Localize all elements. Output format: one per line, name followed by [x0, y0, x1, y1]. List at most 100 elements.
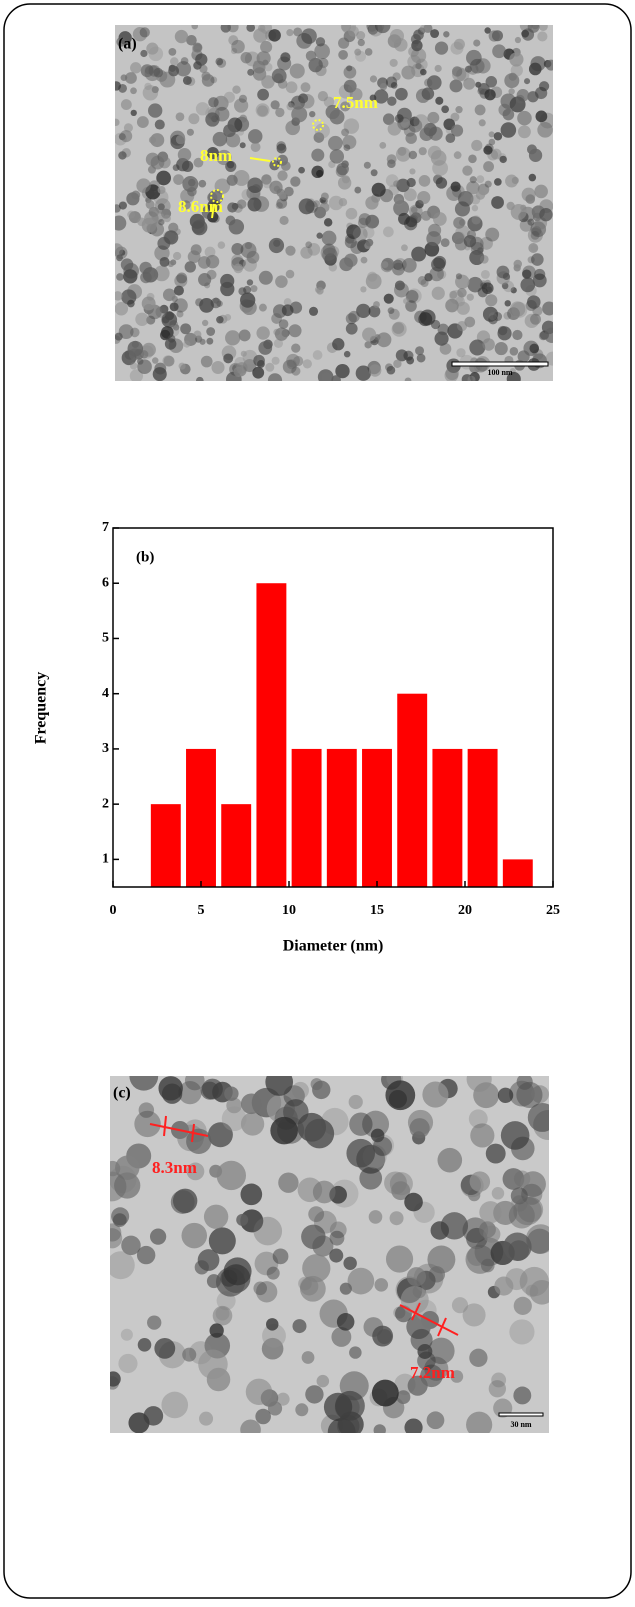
- particle: [110, 1171, 127, 1202]
- particle: [227, 25, 239, 33]
- particle: [488, 30, 500, 42]
- particle: [530, 313, 542, 325]
- particle: [491, 196, 504, 209]
- particle: [276, 197, 288, 209]
- particle: [364, 341, 372, 349]
- particle: [363, 1317, 384, 1337]
- particle: [233, 98, 249, 113]
- particle: [413, 29, 424, 41]
- particle: [252, 67, 267, 81]
- particle: [323, 96, 335, 108]
- particle: [282, 359, 297, 374]
- particle: [299, 1275, 326, 1302]
- particle: [140, 49, 148, 58]
- particle: [467, 63, 479, 75]
- particle: [496, 265, 510, 279]
- particle: [437, 1147, 463, 1173]
- arrow: [249, 157, 271, 162]
- particle: [115, 243, 124, 257]
- particle: [186, 34, 197, 46]
- particle: [415, 62, 422, 70]
- particle: [236, 199, 247, 209]
- particle: [283, 298, 292, 307]
- scale-label: 100 nm: [487, 368, 512, 377]
- size-label: 7.5nm: [333, 93, 378, 112]
- particle: [530, 230, 540, 240]
- particle: [500, 1121, 530, 1150]
- particle: [466, 181, 480, 195]
- particle: [176, 310, 184, 318]
- particle: [304, 1118, 335, 1149]
- particle: [466, 1076, 492, 1092]
- particle: [129, 362, 138, 370]
- particle: [207, 1122, 233, 1148]
- particle: [149, 222, 165, 237]
- particle: [110, 1160, 121, 1177]
- particle: [323, 218, 333, 227]
- particle: [466, 230, 476, 240]
- particle: [354, 48, 362, 56]
- particle: [154, 1337, 176, 1359]
- particle: [224, 314, 232, 321]
- particle: [292, 1319, 307, 1334]
- particle: [244, 242, 253, 250]
- particle: [356, 31, 366, 41]
- particle: [246, 25, 256, 32]
- particle: [203, 1204, 229, 1229]
- particle: [403, 297, 410, 305]
- particle: [363, 161, 371, 169]
- particle: [450, 41, 464, 55]
- particle: [121, 289, 137, 305]
- particle: [440, 238, 450, 248]
- particle: [531, 253, 544, 266]
- particle: [178, 362, 186, 370]
- particle: [466, 1411, 493, 1433]
- particle: [209, 1323, 224, 1338]
- particle: [377, 1329, 392, 1345]
- particle: [321, 372, 332, 381]
- particle: [373, 1424, 386, 1433]
- panel-label: (c): [113, 1085, 131, 1102]
- particle: [311, 148, 325, 162]
- particle: [312, 1235, 334, 1257]
- particle: [217, 241, 226, 249]
- particle: [243, 285, 252, 294]
- particle: [159, 256, 170, 267]
- particle: [509, 1319, 535, 1345]
- particle: [233, 169, 250, 186]
- y-tick-label: 2: [102, 796, 109, 811]
- particle: [420, 1364, 443, 1388]
- scale-label: 30 nm: [510, 1420, 531, 1429]
- particle: [385, 363, 393, 372]
- particle: [530, 244, 538, 252]
- particle: [471, 215, 481, 225]
- particle: [223, 124, 236, 138]
- particle: [519, 219, 533, 232]
- particle: [308, 1206, 325, 1223]
- particle: [451, 1297, 469, 1314]
- particle: [338, 49, 348, 60]
- plot-frame: [112, 527, 554, 888]
- particle: [513, 1386, 532, 1405]
- particle: [411, 246, 427, 262]
- particle: [350, 241, 364, 255]
- particle: [453, 151, 462, 160]
- particle: [174, 274, 188, 288]
- particle: [247, 177, 263, 194]
- particle: [355, 365, 372, 381]
- particle: [527, 25, 540, 33]
- particle: [172, 324, 180, 331]
- particle: [266, 1266, 280, 1280]
- particle: [418, 147, 427, 156]
- particle: [211, 360, 225, 375]
- particle: [110, 1223, 122, 1242]
- particle: [434, 64, 442, 73]
- particle: [215, 57, 224, 66]
- particle: [281, 161, 291, 171]
- particle: [463, 77, 476, 90]
- particle: [177, 148, 192, 162]
- particle: [340, 101, 351, 112]
- particle: [467, 216, 483, 232]
- particle: [343, 65, 357, 79]
- size-label: 8.3nm: [152, 1158, 197, 1177]
